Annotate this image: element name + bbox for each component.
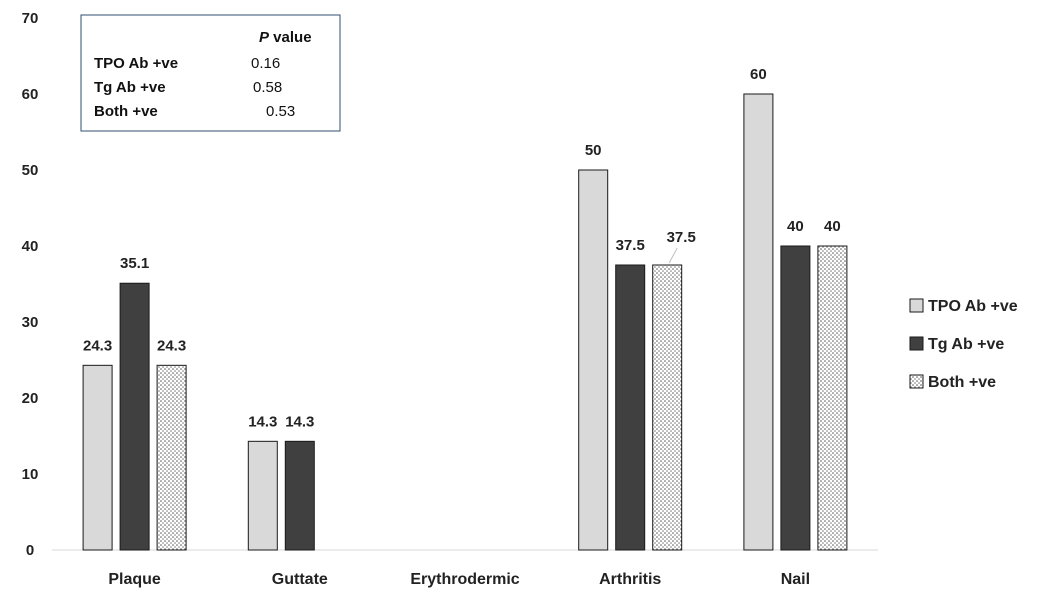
x-category-label: Guttate	[272, 571, 328, 588]
data-label: 50	[585, 142, 602, 159]
y-tick-label: 60	[22, 86, 39, 103]
data-label: 35.1	[120, 255, 149, 272]
data-label: 37.5	[616, 237, 645, 254]
bar-tpo-ab-ve-plaque	[82, 364, 113, 551]
bar-both-ve-nail	[817, 245, 848, 551]
data-labels: 24.3 35.1 24.3 14.3 14.3 50 37.5 37.5 60 40 40	[83, 66, 841, 430]
data-label: 24.3	[157, 337, 186, 354]
bar-tpo-ab-ve-guttate	[247, 440, 278, 551]
y-tick-label: 40	[22, 238, 39, 255]
bar-tg-ab-ve-guttate	[284, 440, 315, 551]
bar-tg-ab-ve-plaque	[119, 282, 150, 551]
bar-tg-ab-ve-nail	[780, 245, 811, 551]
p-value-row-value: 0.16	[251, 55, 280, 72]
p-value-header: P value	[259, 29, 312, 46]
legend-label: TPO Ab +ve	[928, 298, 1018, 315]
legend: TPO Ab +ve Tg Ab +ve Both +ve	[909, 298, 1018, 391]
bars	[82, 93, 848, 551]
legend-label: Both +ve	[928, 374, 996, 391]
p-value-row-label: TPO Ab +ve	[94, 55, 178, 72]
bar-tpo-ab-ve-arthritis	[578, 169, 609, 551]
legend-swatch	[909, 336, 924, 351]
p-value-table-box	[80, 14, 341, 132]
data-label: 37.5	[667, 229, 696, 246]
y-tick-label: 70	[22, 10, 39, 27]
y-tick-label: 0	[26, 542, 34, 559]
legend-swatch	[909, 298, 924, 313]
x-axis: Plaque Guttate Erythrodermic Arthritis Nail	[108, 571, 810, 588]
p-value-row-value: 0.53	[266, 103, 295, 120]
y-tick-label: 30	[22, 314, 39, 331]
x-category-label: Plaque	[108, 571, 161, 588]
bar-tg-ab-ve-arthritis	[615, 264, 646, 551]
p-value-table: P value TPO Ab +ve 0.16 Tg Ab +ve 0.58 Both +…	[80, 14, 341, 132]
p-value-row-label: Tg Ab +ve	[94, 79, 166, 96]
y-tick-label: 10	[22, 466, 39, 483]
x-category-label: Erythrodermic	[410, 571, 519, 588]
data-label: 14.3	[285, 413, 314, 430]
p-value-header-rest: value	[269, 29, 312, 46]
y-tick-label: 50	[22, 162, 39, 179]
p-value-row-value: 0.58	[253, 79, 282, 96]
legend-label: Tg Ab +ve	[928, 336, 1004, 353]
data-label: 40	[824, 218, 841, 235]
legend-swatch	[909, 374, 924, 389]
p-value-header-italic: P	[259, 29, 270, 46]
bar-tpo-ab-ve-nail	[743, 93, 774, 551]
data-label: 40	[787, 218, 804, 235]
x-category-label: Arthritis	[599, 571, 661, 588]
p-value-row-label: Both +ve	[94, 103, 158, 120]
data-label: 24.3	[83, 337, 112, 354]
x-category-label: Nail	[781, 571, 810, 588]
y-axis: 0 10 20 30 40 50 60 70	[22, 10, 39, 559]
data-label: 14.3	[248, 413, 277, 430]
bar-both-ve-plaque	[156, 364, 187, 551]
data-label: 60	[750, 66, 767, 83]
data-label-leader-line	[668, 247, 678, 264]
y-tick-label: 20	[22, 390, 39, 407]
bar-both-ve-arthritis	[652, 264, 683, 551]
